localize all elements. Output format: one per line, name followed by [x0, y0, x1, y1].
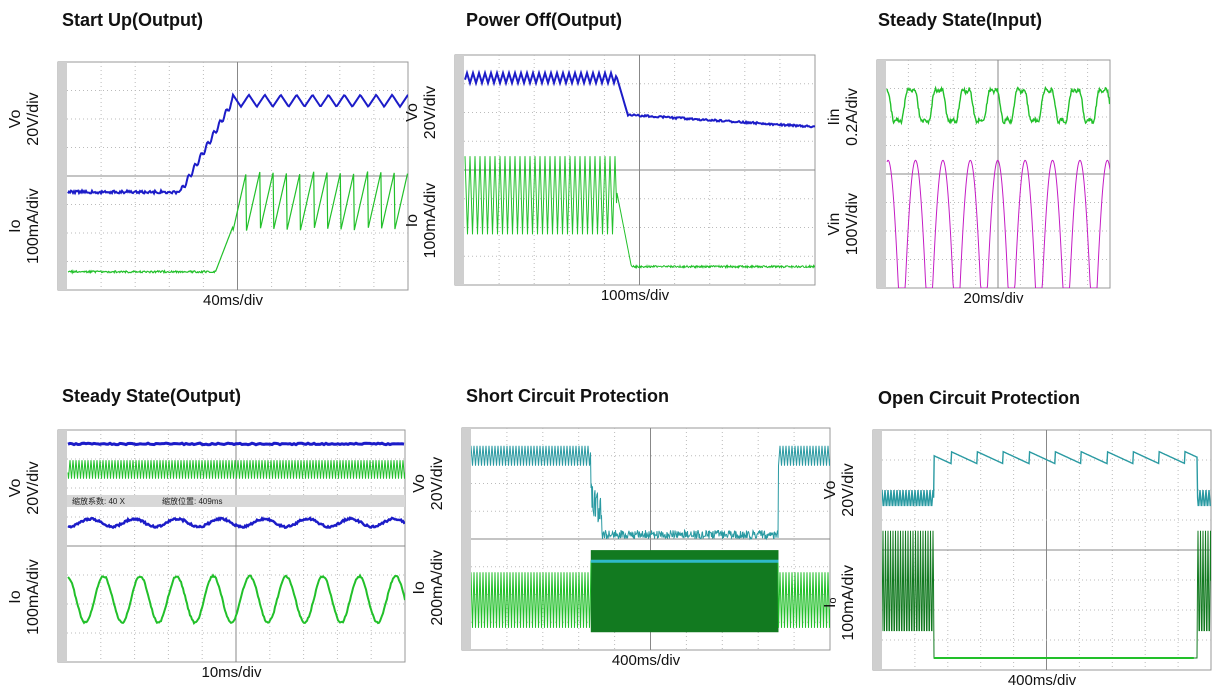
- signal-name: Io: [7, 219, 24, 232]
- signal-name: Vo: [411, 474, 428, 493]
- scale-label: 200mA/div: [429, 550, 446, 626]
- screen-strip: [877, 60, 886, 288]
- zoom-note: 缩放系数: 40 X: [72, 496, 126, 506]
- scale-label: 100mA/div: [25, 188, 42, 264]
- scale-label: 20V/div: [422, 86, 439, 139]
- scope-screen: [58, 62, 408, 290]
- scale-label: 20V/div: [25, 92, 42, 145]
- panel-title: Start Up(Output): [62, 10, 203, 30]
- scale-label: 100mA/div: [25, 559, 42, 635]
- screen-strip: [873, 430, 882, 670]
- panel-title: Steady State(Input): [878, 10, 1042, 30]
- signal-name: Vin: [826, 213, 843, 236]
- screen-strip: [455, 55, 464, 285]
- signal-name: Vo: [822, 481, 839, 500]
- time-scale: 400ms/div: [612, 652, 681, 669]
- panel-title: Power Off(Output): [466, 10, 622, 30]
- scale-label: 100mA/div: [422, 183, 439, 259]
- panel-title: Open Circuit Protection: [878, 388, 1080, 408]
- scope-screen: [877, 60, 1110, 288]
- screen-strip: [462, 428, 471, 650]
- scope-screen: [873, 430, 1211, 670]
- signal-name: Iₒ: [822, 598, 839, 608]
- time-scale: 400ms/div: [1008, 672, 1077, 688]
- signal-name: Io: [7, 590, 24, 603]
- scale-label: 20V/div: [429, 457, 446, 510]
- zoom-note: 缩放位置: 409ms: [162, 496, 222, 506]
- scope-screen: 缩放系数: 40 X 缩放位置: 409ms: [58, 430, 405, 662]
- signal-name: Io: [411, 581, 428, 594]
- scale-label: 100mA/div: [840, 565, 857, 641]
- scope-screen: [462, 428, 830, 650]
- signal-name: Io: [404, 214, 421, 227]
- scale-label: 20V/div: [840, 463, 857, 516]
- scale-label: 100V/div: [844, 193, 861, 255]
- panel-title: Steady State(Output): [62, 386, 241, 406]
- signal-name: Vo: [404, 103, 421, 122]
- time-scale: 10ms/div: [201, 664, 262, 681]
- signal-name: Vo: [7, 110, 24, 129]
- screen-strip: [58, 62, 67, 290]
- screen-strip: [58, 430, 67, 662]
- time-scale: 20ms/div: [963, 290, 1024, 307]
- time-scale: 40ms/div: [203, 292, 264, 309]
- time-scale: 100ms/div: [601, 287, 670, 304]
- scale-label: 20V/div: [25, 461, 42, 514]
- signal-name: Vo: [7, 479, 24, 498]
- scale-label: 0.2A/div: [844, 88, 861, 146]
- waveform: [68, 443, 404, 445]
- scope-screen: [455, 55, 815, 285]
- signal-name: Iin: [826, 109, 843, 126]
- panel-title: Short Circuit Protection: [466, 386, 669, 406]
- page: Start Up(Output)Vo20V/divIo100mA/div40ms…: [0, 0, 1226, 688]
